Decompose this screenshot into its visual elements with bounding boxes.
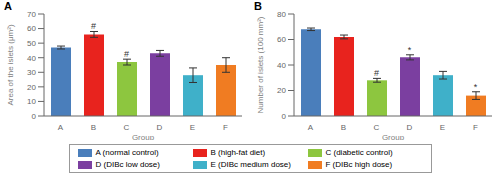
svg-text:F: F bbox=[473, 123, 478, 132]
html-text:D (DIBc low dose): D (DIBc low dose) bbox=[95, 160, 160, 169]
svg-text:E: E bbox=[440, 123, 445, 132]
svg-text:Number of islets (100 mm²): Number of islets (100 mm²) bbox=[256, 16, 265, 113]
svg-text:10: 10 bbox=[27, 97, 36, 106]
svg-text:70: 70 bbox=[27, 10, 36, 19]
svg-text:D: D bbox=[407, 123, 413, 132]
html-text:C (diabetic control): C (diabetic control) bbox=[325, 148, 393, 157]
svg-text:40: 40 bbox=[277, 61, 286, 70]
svg-text:#: # bbox=[374, 68, 379, 78]
svg-text:B: B bbox=[91, 123, 96, 132]
svg-text:D: D bbox=[157, 123, 163, 132]
svg-text:F: F bbox=[223, 123, 228, 132]
svg-text:A: A bbox=[58, 123, 64, 132]
svg-text:#: # bbox=[124, 49, 129, 59]
svg-text:0: 0 bbox=[282, 112, 287, 121]
svg-text:*: * bbox=[474, 82, 478, 92]
html-text:F (DIBc high dose): F (DIBc high dose) bbox=[325, 160, 393, 169]
svg-text:50: 50 bbox=[27, 39, 36, 48]
svg-text:A: A bbox=[308, 123, 314, 132]
svg-text:E: E bbox=[190, 123, 195, 132]
svg-text:40: 40 bbox=[27, 54, 36, 63]
svg-text:Group: Group bbox=[382, 133, 405, 140]
svg-text:*: * bbox=[408, 45, 412, 55]
svg-text:Area of the islets (μm²): Area of the islets (μm²) bbox=[8, 24, 15, 105]
html-text:E (DIBc medium dose): E (DIBc medium dose) bbox=[210, 160, 291, 169]
svg-text:0: 0 bbox=[32, 112, 37, 121]
svg-text:C: C bbox=[374, 123, 380, 132]
html-text:B: B bbox=[254, 0, 262, 12]
svg-text:C: C bbox=[124, 123, 130, 132]
svg-text:30: 30 bbox=[27, 68, 36, 77]
svg-text:Group: Group bbox=[132, 133, 155, 140]
svg-text:80: 80 bbox=[277, 10, 286, 19]
svg-text:20: 20 bbox=[27, 83, 36, 92]
svg-text:20: 20 bbox=[277, 86, 286, 95]
svg-text:B: B bbox=[341, 123, 346, 132]
svg-text:60: 60 bbox=[277, 35, 286, 44]
svg-text:60: 60 bbox=[27, 24, 36, 33]
svg-text:#: # bbox=[91, 21, 96, 31]
html-text:B (high-fat diet): B (high-fat diet) bbox=[210, 148, 266, 157]
html-text:A: A bbox=[4, 0, 12, 12]
html-text:A (normal control): A (normal control) bbox=[95, 148, 159, 157]
